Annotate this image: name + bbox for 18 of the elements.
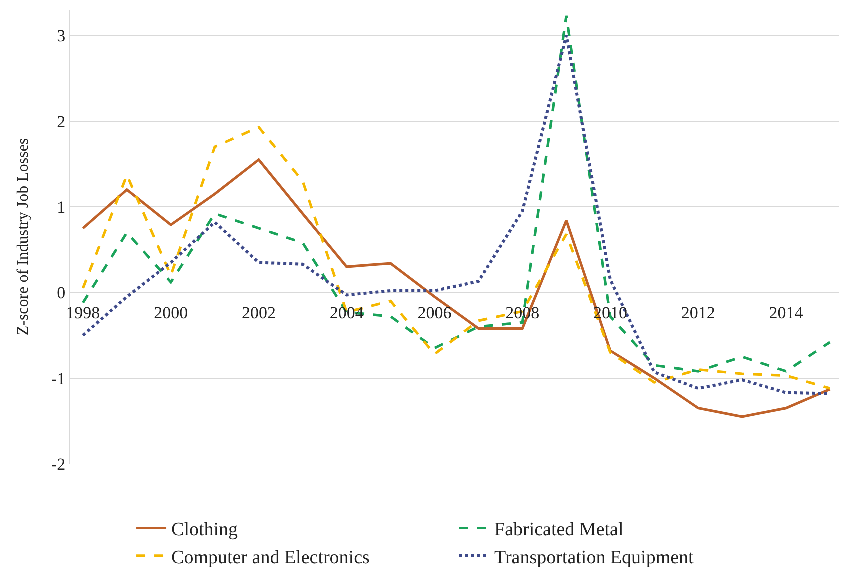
x-tick-label: 2006 — [418, 304, 452, 323]
legend-label: Computer and Electronics — [172, 547, 370, 568]
y-tick-label: -2 — [51, 454, 66, 474]
y-axis-title: Z-score of Industry Job Losses — [15, 138, 32, 336]
x-tick-label: 2004 — [330, 304, 364, 323]
x-tick-label: 1998 — [66, 304, 100, 323]
legend-label: Fabricated Metal — [494, 520, 624, 541]
legend-label: Clothing — [172, 520, 239, 541]
x-tick-label: 2002 — [242, 304, 276, 323]
y-tick-label: 0 — [57, 284, 66, 303]
y-tick-label: 3 — [57, 26, 66, 46]
x-tick-label: 2012 — [681, 304, 716, 323]
x-tick-label: 2014 — [769, 304, 804, 323]
y-tick-label: 2 — [57, 112, 66, 132]
y-tick-label: 1 — [57, 198, 66, 217]
x-tick-label: 2000 — [154, 304, 188, 323]
y-tick-label: -1 — [51, 369, 66, 388]
legend-label: Transportation Equipment — [494, 547, 695, 568]
